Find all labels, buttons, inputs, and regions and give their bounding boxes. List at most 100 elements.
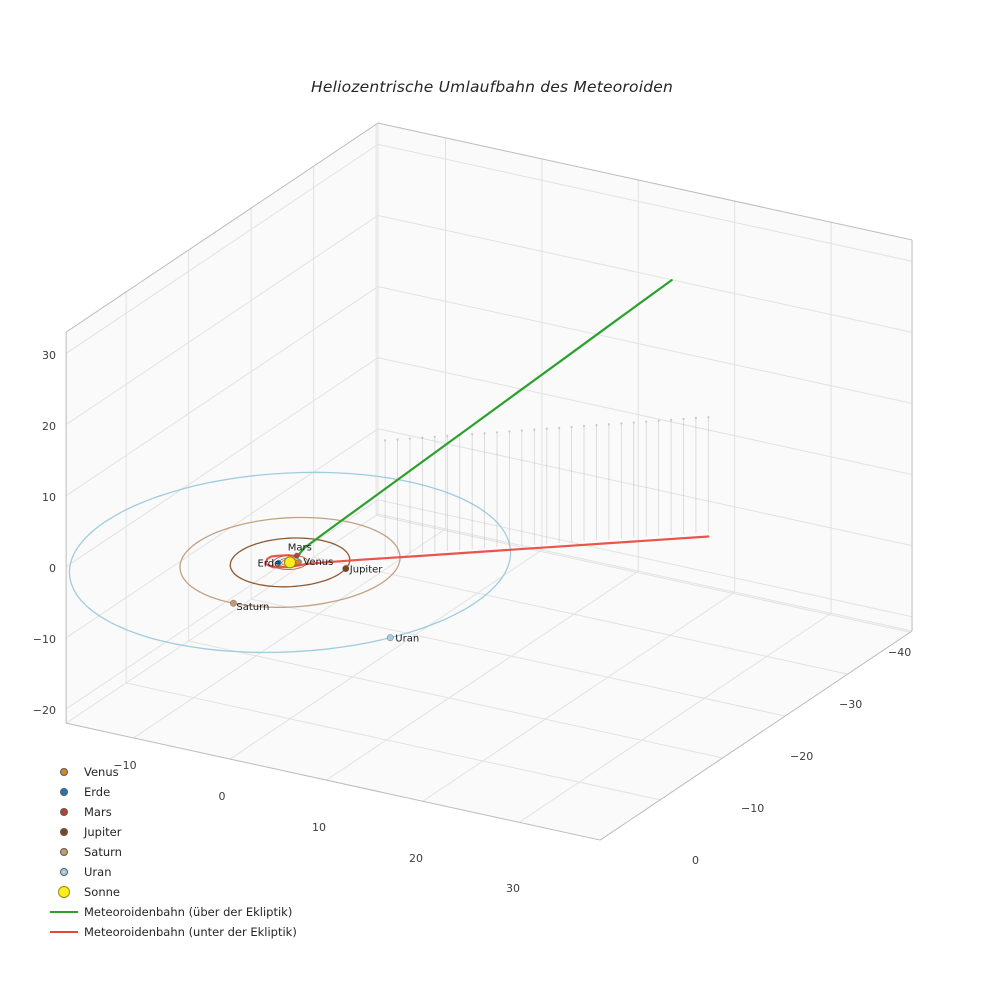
orbit-uran xyxy=(68,471,512,654)
marker-erde xyxy=(275,559,282,566)
stem-dot xyxy=(694,416,698,420)
box-edge xyxy=(599,630,913,841)
stem-dot xyxy=(495,431,499,434)
legend-label: Venus xyxy=(84,765,119,779)
label-venus: Venus xyxy=(303,557,333,568)
grid-line xyxy=(377,513,913,632)
grid-line xyxy=(65,286,379,497)
legend-swatch xyxy=(46,930,82,934)
legend-item-venus: Venus xyxy=(46,762,297,782)
legend-item-meteoroidenbahn-ber-der-ekliptik: Meteoroidenbahn (über der Ekliptik) xyxy=(46,902,297,922)
legend-label: Erde xyxy=(84,785,111,799)
legend-label: Meteoroidenbahn (unter der Ekliptik) xyxy=(84,925,297,939)
grid-line xyxy=(126,682,661,801)
legend-marker-icon xyxy=(60,808,68,816)
grid-line xyxy=(133,528,446,739)
legend-item-saturn: Saturn xyxy=(46,842,297,862)
legend-item-jupiter: Jupiter xyxy=(46,822,297,842)
stem-dot xyxy=(570,425,573,429)
grid-line xyxy=(377,357,913,476)
planet-labels: Venus Erde Mars Jupiter Saturn Uran xyxy=(236,543,419,645)
grid-line xyxy=(251,598,786,717)
legend-marker-icon xyxy=(60,848,68,856)
legend-marker-icon xyxy=(60,828,68,836)
legend-item-uran: Uran xyxy=(46,862,297,882)
pane-left xyxy=(66,123,378,724)
stem-dot xyxy=(582,424,586,428)
stem-dot xyxy=(446,434,449,437)
orbit-mars xyxy=(271,554,309,570)
stem-dot xyxy=(471,432,474,436)
legend-marker-icon xyxy=(60,768,68,776)
grid-line xyxy=(377,499,913,618)
legend-item-mars: Mars xyxy=(46,802,297,822)
orbits xyxy=(68,471,512,654)
tick-labels: 30 20 10 0 −10 −20 −10 0 10 20 30 −40 −30 −20 −10 0 xyxy=(33,349,911,895)
legend-label: Mars xyxy=(84,805,112,819)
stem-dot xyxy=(707,415,710,419)
legend-item-erde: Erde xyxy=(46,782,297,802)
z-tick-label: 0 xyxy=(49,562,56,575)
legend-marker-icon xyxy=(60,788,68,796)
marker-mars xyxy=(294,552,300,559)
grid-line xyxy=(518,612,832,823)
z-tick-label: 20 xyxy=(42,420,56,433)
legend-label: Saturn xyxy=(84,845,122,859)
label-saturn: Saturn xyxy=(236,602,269,613)
stem-dot xyxy=(508,430,511,433)
legend-swatch xyxy=(46,868,82,876)
x-tick-label: 30 xyxy=(506,882,520,895)
stem-dot xyxy=(657,419,660,422)
grid-line xyxy=(377,286,913,404)
grid-line xyxy=(326,570,639,781)
grid xyxy=(65,123,913,823)
box-edge xyxy=(66,722,601,841)
marker-saturn xyxy=(229,599,237,607)
z-tick-label: −10 xyxy=(33,633,56,646)
legend-item-meteoroidenbahn-unter-der-ekliptik: Meteoroidenbahn (unter der Ekliptik) xyxy=(46,922,297,942)
grid-line xyxy=(313,556,848,675)
trajectory-below-ecliptic xyxy=(264,535,710,569)
y-tick-label: −10 xyxy=(741,802,764,815)
legend-line-icon xyxy=(50,910,78,914)
legend-swatch xyxy=(46,886,82,898)
orbit-jupiter xyxy=(229,537,351,588)
stem-dot xyxy=(396,438,399,441)
panes xyxy=(66,123,913,841)
stem-dot xyxy=(408,437,412,440)
x-tick-label: 20 xyxy=(409,852,423,865)
box-edge xyxy=(377,122,913,241)
marker-uran xyxy=(386,634,394,642)
stem-dot xyxy=(483,432,486,435)
legend-swatch xyxy=(46,788,82,796)
stem-dot xyxy=(607,423,611,426)
plot-title: Heliozentrische Umlaufbahn des Meteoroid… xyxy=(310,78,673,96)
legend-swatch xyxy=(46,848,82,856)
legend-label: Jupiter xyxy=(84,825,122,839)
legend-swatch xyxy=(46,768,82,776)
legend-line-icon xyxy=(50,930,78,934)
marker-jupiter xyxy=(342,565,350,573)
stem-dot xyxy=(645,420,648,423)
stem-dot xyxy=(682,417,685,420)
x-tick-label: −10 xyxy=(113,759,136,772)
z-tick-label: −20 xyxy=(33,704,56,717)
legend: Venus Erde Mars Jupiter Saturn Uran Sonne Meteo… xyxy=(46,762,297,942)
stem-dot xyxy=(669,418,673,421)
pane-floor xyxy=(66,514,913,841)
stem-dot xyxy=(421,436,424,439)
marker-sonne xyxy=(284,556,296,569)
grid-line xyxy=(65,428,379,639)
stems xyxy=(384,415,710,556)
label-mars: Mars xyxy=(288,543,312,554)
grid-line xyxy=(229,549,543,760)
stem-dot xyxy=(433,435,436,438)
grid-line xyxy=(65,215,379,425)
legend-marker-icon xyxy=(60,868,68,876)
stem-dot xyxy=(545,427,548,430)
grid-line xyxy=(65,143,379,354)
legend-item-sonne: Sonne xyxy=(46,882,297,902)
y-tick-label: −40 xyxy=(888,646,911,659)
grid-line xyxy=(377,214,913,333)
